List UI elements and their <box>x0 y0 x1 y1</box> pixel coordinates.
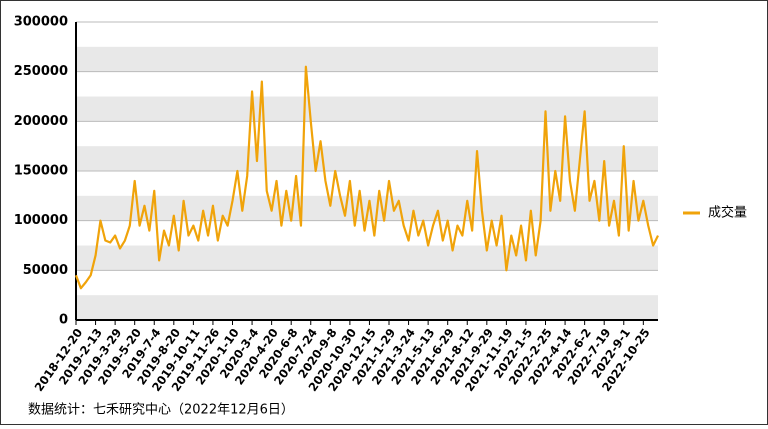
y-tick-label: 300000 <box>14 15 68 30</box>
grid-band <box>76 245 658 271</box>
series-line <box>74 65 659 290</box>
grid-band <box>76 295 658 320</box>
y-tick-label: 200000 <box>14 114 68 129</box>
legend-label: 成交量 <box>708 205 747 221</box>
y-tick-label: 150000 <box>14 164 68 179</box>
grid-band <box>76 96 658 122</box>
y-tick-label: 0 <box>59 313 68 328</box>
y-tick-label: 100000 <box>14 213 68 228</box>
footnote: 数据统计：七禾研究中心（2022年12月6日） <box>28 403 294 418</box>
y-tick-label: 250000 <box>14 64 68 79</box>
y-tick-label: 50000 <box>23 263 68 278</box>
grid-band <box>76 146 658 171</box>
grid-band <box>76 46 658 72</box>
